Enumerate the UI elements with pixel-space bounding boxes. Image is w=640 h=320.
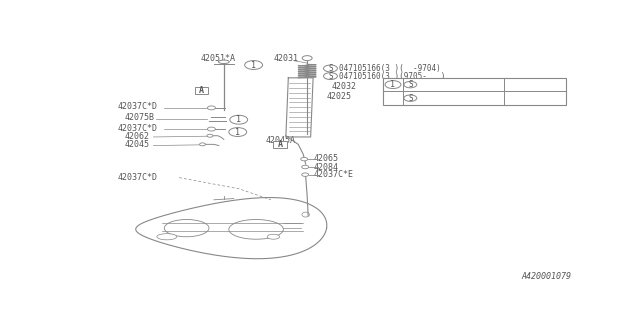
Text: 42045: 42045 (125, 140, 150, 149)
Text: 42025: 42025 (327, 92, 352, 101)
Ellipse shape (268, 234, 280, 239)
Text: 047105166(3 )(  -9704): 047105166(3 )( -9704) (339, 64, 441, 73)
Text: 42084: 42084 (313, 163, 338, 172)
Text: 42045A: 42045A (266, 136, 296, 145)
Text: 42037C*D: 42037C*D (117, 124, 157, 133)
Circle shape (301, 165, 308, 169)
Text: 1: 1 (390, 80, 396, 89)
Circle shape (302, 56, 312, 60)
Text: 1: 1 (236, 128, 240, 137)
Text: (9705-   ): (9705- ) (508, 94, 554, 103)
Text: S: S (408, 80, 413, 89)
Polygon shape (286, 78, 313, 137)
Bar (195, 87, 209, 93)
Text: 42075B: 42075B (125, 113, 155, 122)
Ellipse shape (157, 234, 177, 240)
Text: 42037C*D: 42037C*D (117, 173, 157, 182)
Bar (383, 78, 566, 105)
Text: 42031: 42031 (273, 54, 298, 63)
Circle shape (301, 173, 308, 176)
Ellipse shape (302, 212, 309, 217)
Text: S: S (328, 64, 333, 73)
Text: 42037C*D: 42037C*D (117, 102, 157, 111)
Text: 047406126(4 ): 047406126(4 ) (419, 80, 478, 89)
Bar (273, 141, 287, 148)
Ellipse shape (218, 60, 229, 64)
Ellipse shape (229, 220, 284, 239)
Text: 42032: 42032 (332, 82, 357, 91)
Text: A420001079: A420001079 (521, 272, 571, 281)
Circle shape (230, 115, 248, 124)
Text: 42062: 42062 (125, 132, 150, 141)
Text: 1: 1 (236, 115, 241, 124)
Text: 047105160(3 )(9705-   ): 047105160(3 )(9705- ) (339, 72, 446, 81)
Circle shape (324, 65, 337, 72)
Circle shape (207, 134, 213, 137)
Text: 42037C*E: 42037C*E (313, 170, 353, 179)
Text: S: S (328, 72, 333, 81)
Circle shape (207, 106, 216, 110)
Circle shape (207, 127, 216, 131)
Text: 047406120(4 ): 047406120(4 ) (419, 94, 478, 103)
Ellipse shape (164, 220, 209, 237)
Text: 42051*A: 42051*A (200, 54, 236, 63)
Circle shape (229, 128, 246, 136)
Text: (  -9704): ( -9704) (508, 80, 550, 89)
Circle shape (244, 60, 262, 69)
Text: S: S (408, 94, 413, 103)
Text: 42065: 42065 (313, 154, 338, 163)
Circle shape (385, 81, 401, 89)
Circle shape (301, 157, 308, 161)
Circle shape (404, 95, 417, 101)
Text: 1: 1 (251, 60, 256, 69)
Circle shape (324, 73, 337, 80)
Circle shape (200, 143, 205, 146)
Text: A: A (199, 86, 204, 95)
Circle shape (404, 81, 417, 88)
Text: A: A (278, 140, 283, 149)
